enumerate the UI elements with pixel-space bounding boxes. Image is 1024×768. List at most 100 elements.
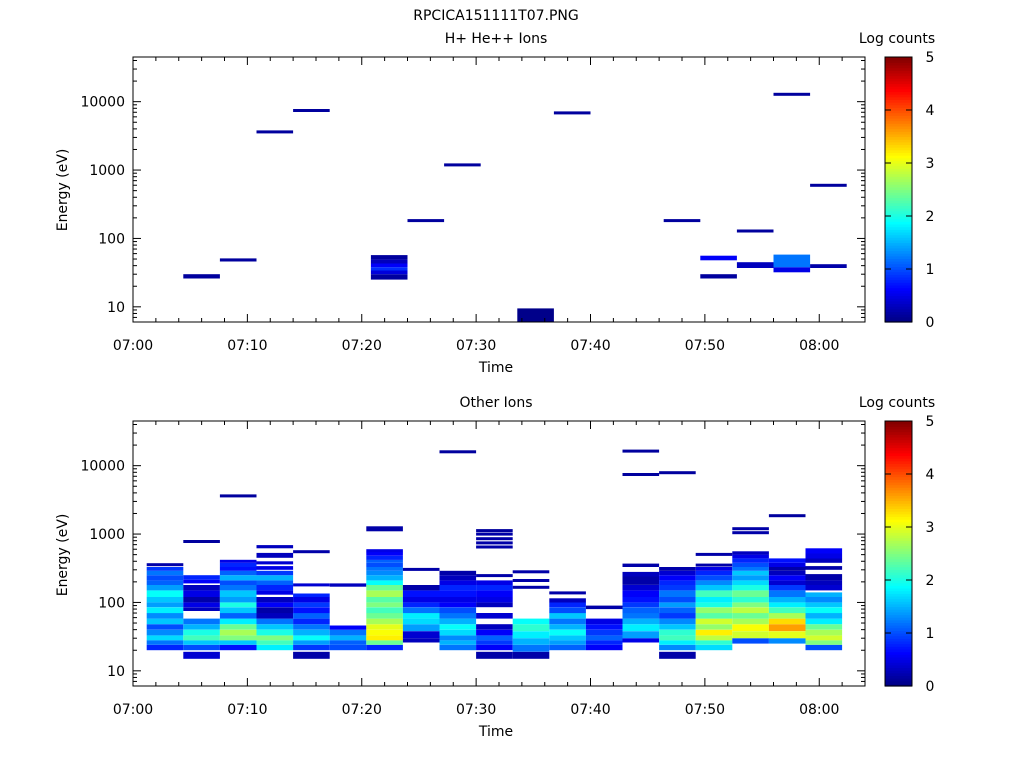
spectrogram-cell: [805, 644, 843, 651]
y-tick-label: 1000: [89, 163, 125, 179]
spectrogram-cell: [366, 570, 403, 576]
colorbar-segment: [885, 144, 912, 148]
spectrogram-cell: [805, 548, 843, 554]
spectrogram-cell: [366, 597, 403, 603]
spectrogram-cell: [695, 580, 733, 585]
spectrogram-cell: [366, 618, 403, 625]
spectrogram-cell: [146, 575, 184, 581]
colorbar-segment: [885, 210, 912, 214]
colorbar-segment: [885, 606, 912, 610]
spectrogram-cell: [402, 597, 440, 603]
colorbar-segment: [885, 157, 912, 161]
spectrogram-cell: [732, 558, 769, 563]
spectrogram-cell: [732, 631, 769, 639]
colorbar-segment: [885, 78, 912, 82]
spectrogram-cell: [736, 229, 774, 233]
spectrogram-cell: [549, 644, 586, 651]
colorbar-segment: [885, 255, 912, 259]
spectrogram-cell: [700, 255, 737, 261]
spectrogram-cell: [732, 585, 769, 591]
spectrogram-cell: [659, 651, 696, 659]
colorbar-tick-label: 2: [926, 573, 935, 589]
spectrogram-cell: [659, 570, 696, 576]
colorbar-segment: [885, 314, 912, 318]
spectrogram-cell: [732, 613, 769, 619]
spectrogram-cell: [700, 274, 737, 279]
spectrogram-cell: [695, 644, 733, 651]
colorbar-segment: [885, 102, 912, 106]
colorbar-segment: [885, 524, 912, 528]
spectrogram-cell: [476, 613, 513, 619]
spectrogram-cell: [810, 183, 847, 187]
colorbar-segment: [885, 258, 912, 262]
spectrogram-cell: [146, 607, 184, 614]
spectrogram-cell: [695, 567, 733, 571]
colorbar-segment: [885, 67, 912, 71]
spectrogram-cell: [622, 563, 660, 567]
spectrogram-cell: [219, 494, 257, 498]
spectrogram-cell: [366, 602, 403, 608]
spectrogram-cell: [805, 624, 843, 630]
colorbar-segment: [885, 497, 912, 502]
spectrogram-cell: [659, 640, 696, 645]
colorbar-segment: [885, 505, 912, 510]
spectrogram-cell: [695, 618, 733, 625]
colorbar-segment: [885, 200, 912, 204]
spectrogram-cell: [768, 624, 806, 632]
spectrogram-cell: [805, 574, 843, 581]
x-tick-label: 08:00: [799, 702, 839, 718]
spectrogram-cell: [146, 570, 184, 576]
spectrogram-cell: [695, 635, 733, 641]
spectrogram-cell: [439, 602, 477, 608]
spectrogram-cell: [512, 638, 550, 645]
colorbar-segment: [885, 635, 912, 639]
colorbar-segment: [885, 319, 912, 323]
spectrogram-cell: [768, 585, 806, 591]
colorbar-segment: [885, 680, 912, 684]
spectrogram-cell: [329, 629, 367, 636]
spectrogram-cell: [183, 635, 220, 641]
spectrogram-cell: [517, 308, 554, 322]
spectrogram-cell: [293, 607, 330, 614]
spectrogram-cell: [549, 591, 586, 595]
spectrogram-cell: [402, 631, 440, 639]
spectrogram-cell: [183, 579, 220, 584]
colorbar-segment: [885, 476, 912, 480]
colorbar-segment: [885, 463, 912, 467]
spectrogram-cell: [444, 163, 481, 167]
spectrogram-cell: [549, 598, 586, 603]
spectrogram-cell: [256, 545, 294, 549]
spectrogram-cell: [293, 624, 330, 630]
spectrogram-cell: [402, 585, 440, 591]
spectrogram-cell: [439, 597, 477, 603]
colorbar-segment: [885, 239, 912, 244]
spectrogram-cell: [732, 590, 769, 597]
colorbar-segment: [885, 519, 912, 523]
spectrogram-cell: [366, 559, 403, 563]
spectrogram-cell: [183, 629, 220, 636]
spectrogram-cell: [146, 629, 184, 636]
colorbar-segment: [885, 468, 912, 472]
y-tick-label: 10: [107, 664, 125, 680]
colorbar-segment: [885, 651, 912, 655]
spectrogram-cell: [695, 563, 733, 567]
colorbar-segment: [885, 595, 912, 600]
colorbar-frame: [884, 420, 913, 687]
colorbar-segment: [885, 667, 912, 671]
colorbar-segment: [885, 86, 912, 90]
spectrogram-cell: [476, 585, 513, 591]
colorbar-segment: [885, 247, 912, 252]
spectrogram-cell: [366, 549, 403, 553]
spectrogram-cell: [183, 575, 220, 580]
spectrogram-cell: [732, 580, 769, 585]
colorbar-segment: [885, 115, 912, 119]
spectrogram-cell: [659, 629, 696, 636]
spectrogram-cell: [622, 585, 660, 591]
spectrogram-cell: [439, 607, 477, 614]
spectrogram-cell: [622, 607, 660, 614]
spectrogram-cell: [585, 605, 623, 610]
colorbar-segment: [885, 540, 912, 544]
colorbar-segment: [885, 125, 912, 130]
spectrogram-cell: [810, 264, 847, 268]
